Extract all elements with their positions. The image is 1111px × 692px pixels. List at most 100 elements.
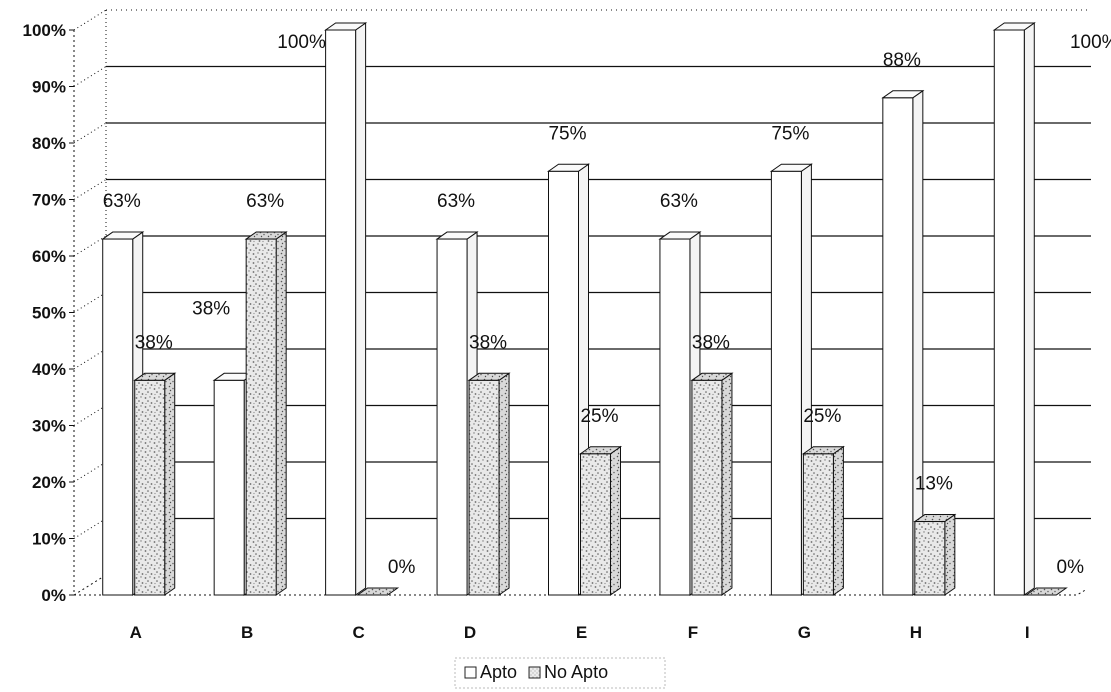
bar-front-face <box>659 238 691 596</box>
bar-front-face <box>548 170 579 596</box>
data-labels: 63% 38% 63% 100% 0% 63% 38% 75% 25% 63% 38% 75% 25% 8… <box>103 32 1111 578</box>
plot-floor-depth-edge <box>73 574 107 596</box>
bar-top-face <box>467 372 511 381</box>
x-tick-label: C <box>352 623 364 642</box>
bar-front-face <box>802 453 834 596</box>
bar-top-face <box>324 22 368 31</box>
side-wall-gridline <box>73 9 107 31</box>
bar-top-face <box>356 587 400 596</box>
legend-swatch <box>464 666 477 679</box>
y-tick-label: 20% <box>32 473 66 492</box>
data-label-no-apto: 38% <box>135 332 173 353</box>
x-tick-label: D <box>464 623 476 642</box>
x-tick-label: H <box>910 623 922 642</box>
data-label-extra: 38% <box>192 299 230 320</box>
x-tick-label: B <box>241 623 253 642</box>
bar-side-face <box>355 22 367 596</box>
bar-front-face <box>468 379 500 596</box>
bar-top-face <box>992 22 1036 31</box>
side-wall-gridline <box>73 405 107 426</box>
bar-no-apto-i <box>1024 587 1068 596</box>
bar-top-face <box>658 231 702 240</box>
y-tick-label: 40% <box>32 360 66 379</box>
data-label-no-apto: 38% <box>692 332 730 353</box>
bar-front-face <box>134 379 166 596</box>
data-label-apto: 63% <box>103 191 141 212</box>
data-label-apto: 88% <box>883 50 921 71</box>
x-tick-label: I <box>1025 623 1030 642</box>
x-axis-ticks: A B C D E F G H I <box>130 623 1030 642</box>
y-tick-label: 50% <box>32 304 66 323</box>
bar-side-face <box>610 445 621 596</box>
bar-front-face <box>436 238 468 596</box>
bar-top-face <box>769 163 813 172</box>
data-label-apto: 100% <box>1070 32 1111 53</box>
bar-front-face <box>993 29 1025 596</box>
bar-side-face <box>164 372 176 596</box>
bar-top-face <box>244 231 288 240</box>
side-wall-gridline <box>73 348 107 370</box>
y-tick-label: 0% <box>41 586 66 605</box>
data-label-apto: 75% <box>771 123 809 144</box>
y-tick-label: 60% <box>32 247 66 266</box>
bar-top-face <box>1024 587 1068 596</box>
bar-front-face <box>102 238 134 596</box>
x-tick-label: A <box>130 623 142 642</box>
bar-apto-h <box>881 89 925 596</box>
bar-side-face <box>498 372 510 596</box>
x-tick-label: F <box>688 623 698 642</box>
bar-apto-i <box>992 22 1036 596</box>
bar-top-face <box>801 446 845 455</box>
bar-no-apto-a <box>133 372 177 596</box>
data-label-no-apto: 38% <box>469 332 507 353</box>
bar-side-face <box>944 513 956 596</box>
data-label-no-apto: 63% <box>246 191 284 212</box>
bar-top-face <box>546 163 591 172</box>
bar-front-face <box>245 238 277 596</box>
side-wall-gridline <box>73 179 107 200</box>
bar-front-face <box>914 521 946 596</box>
bar-front-face <box>770 170 802 596</box>
bars <box>101 22 1068 596</box>
data-label-apto: 75% <box>548 123 586 144</box>
data-label-apto: 63% <box>437 191 475 212</box>
bar-side-face <box>1023 22 1035 596</box>
side-wall-gridline <box>73 122 107 144</box>
bar-side-face <box>832 445 844 596</box>
bar-apto-c <box>324 22 368 596</box>
data-label-no-apto: 25% <box>580 406 618 427</box>
bar-top-face <box>435 231 479 240</box>
bar-apto-d <box>435 231 479 596</box>
legend-box <box>454 657 666 689</box>
bar-top-face <box>578 446 623 455</box>
bar-no-apto-f <box>690 372 734 596</box>
y-tick-label: 80% <box>32 134 66 153</box>
bar-no-apto-e <box>578 445 623 596</box>
bar-no-apto-g <box>801 445 845 596</box>
bar-front-face <box>325 29 357 596</box>
legend: Apto No Apto <box>454 657 666 689</box>
bar-top-face <box>881 90 925 99</box>
y-tick-label: 10% <box>32 530 66 549</box>
legend-label: Apto <box>480 662 517 682</box>
bar-side-face <box>721 372 733 596</box>
bar-no-apto-d <box>467 372 511 596</box>
data-label-no-apto: 0% <box>388 557 416 578</box>
bar-top-face <box>133 372 177 381</box>
legend-swatch <box>528 666 541 679</box>
legend-label: No Apto <box>544 662 608 682</box>
data-label-no-apto: 25% <box>803 406 841 427</box>
bar-top-face <box>690 372 734 381</box>
bar-front-face <box>213 379 245 596</box>
y-axis-ticks: 0% 10% 20% 30% 40% 50% 60% 70% 80% 90% 100% <box>23 21 74 605</box>
bar-no-apto-b <box>244 231 288 596</box>
y-tick-label: 30% <box>32 417 66 436</box>
y-tick-label: 70% <box>32 191 66 210</box>
side-wall-gridline <box>73 66 107 87</box>
x-tick-label: E <box>576 623 587 642</box>
side-wall-gridline <box>73 461 107 483</box>
side-wall-gridline <box>73 518 107 539</box>
y-tick-label: 100% <box>23 21 66 40</box>
